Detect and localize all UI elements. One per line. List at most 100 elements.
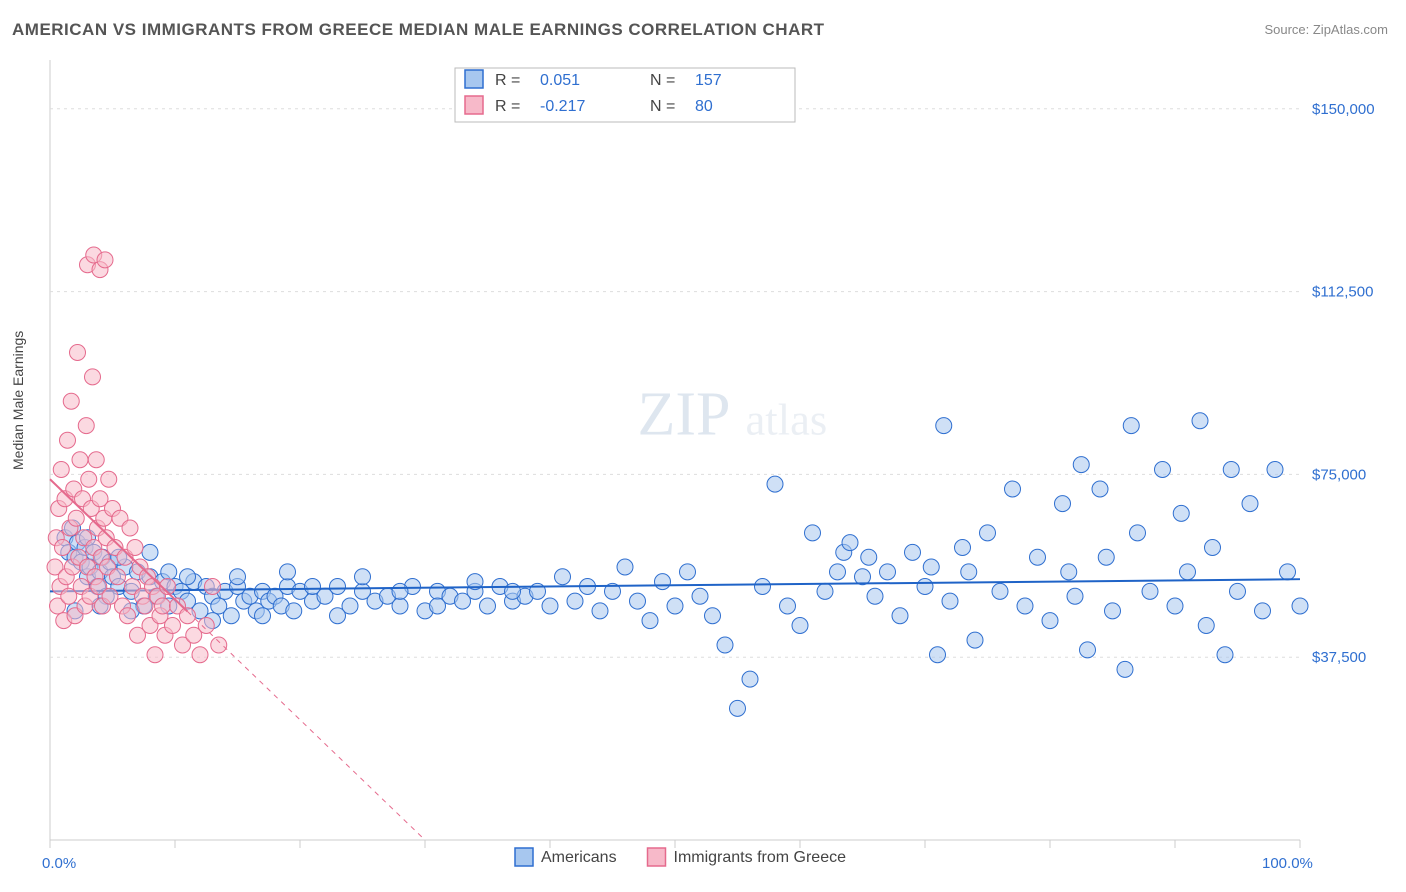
legend-r-value: -0.217: [540, 98, 585, 115]
data-point: [592, 603, 608, 619]
data-point: [155, 598, 171, 614]
legend-swatch: [648, 848, 666, 866]
data-point: [60, 432, 76, 448]
legend-swatch: [515, 848, 533, 866]
data-point: [980, 525, 996, 541]
data-point: [161, 564, 177, 580]
data-point: [1155, 462, 1171, 478]
data-point: [1292, 598, 1308, 614]
data-point: [255, 608, 271, 624]
data-point: [110, 569, 126, 585]
data-point: [967, 632, 983, 648]
data-point: [1098, 549, 1114, 565]
data-point: [78, 418, 94, 434]
data-point: [1173, 505, 1189, 521]
data-point: [192, 647, 208, 663]
legend-r-label: R =: [495, 98, 520, 115]
data-point: [223, 608, 239, 624]
data-point: [730, 700, 746, 716]
legend-series-label: Americans: [541, 849, 617, 866]
data-point: [53, 462, 69, 478]
data-point: [142, 544, 158, 560]
data-point: [1092, 481, 1108, 497]
data-point: [867, 588, 883, 604]
y-tick-label: $37,500: [1312, 649, 1366, 666]
data-point: [330, 579, 346, 595]
data-point: [205, 579, 221, 595]
data-point: [198, 618, 214, 634]
data-point: [855, 569, 871, 585]
data-point: [81, 471, 97, 487]
data-point: [830, 564, 846, 580]
data-point: [861, 549, 877, 565]
data-point: [1117, 661, 1133, 677]
data-point: [617, 559, 633, 575]
data-point: [780, 598, 796, 614]
data-point: [330, 608, 346, 624]
data-point: [955, 540, 971, 556]
data-point: [1061, 564, 1077, 580]
x-tick-label: 100.0%: [1262, 855, 1313, 872]
data-point: [1230, 583, 1246, 599]
data-point: [705, 608, 721, 624]
data-point: [842, 535, 858, 551]
scatter-chart: $37,500$75,000$112,500$150,0000.0%100.0%…: [0, 0, 1406, 892]
data-point: [961, 564, 977, 580]
data-point: [355, 569, 371, 585]
data-point: [942, 593, 958, 609]
data-point: [642, 613, 658, 629]
data-point: [211, 637, 227, 653]
data-point: [892, 608, 908, 624]
data-point: [817, 583, 833, 599]
data-point: [1180, 564, 1196, 580]
data-point: [680, 564, 696, 580]
data-point: [68, 510, 84, 526]
data-point: [70, 345, 86, 361]
data-point: [542, 598, 558, 614]
data-point: [1167, 598, 1183, 614]
data-point: [767, 476, 783, 492]
data-point: [430, 598, 446, 614]
trend-line: [188, 612, 426, 840]
data-point: [85, 369, 101, 385]
legend-swatch: [465, 96, 483, 114]
data-point: [1105, 603, 1121, 619]
legend-n-value: 157: [695, 72, 722, 89]
data-point: [555, 569, 571, 585]
legend-n-value: 80: [695, 98, 713, 115]
watermark: atlas: [746, 394, 828, 444]
data-point: [72, 452, 88, 468]
data-point: [101, 471, 117, 487]
data-point: [305, 579, 321, 595]
data-point: [280, 564, 296, 580]
data-point: [1055, 496, 1071, 512]
data-point: [1042, 613, 1058, 629]
data-point: [755, 579, 771, 595]
data-point: [930, 647, 946, 663]
y-tick-label: $150,000: [1312, 101, 1375, 118]
data-point: [1205, 540, 1221, 556]
x-tick-label: 0.0%: [42, 855, 76, 872]
data-point: [230, 569, 246, 585]
data-point: [180, 569, 196, 585]
data-point: [1067, 588, 1083, 604]
data-point: [120, 608, 136, 624]
legend-n-label: N =: [650, 98, 675, 115]
data-point: [1017, 598, 1033, 614]
data-point: [1242, 496, 1258, 512]
data-point: [805, 525, 821, 541]
data-point: [1080, 642, 1096, 658]
data-point: [1123, 418, 1139, 434]
data-point: [147, 647, 163, 663]
data-point: [1192, 413, 1208, 429]
data-point: [742, 671, 758, 687]
data-point: [63, 393, 79, 409]
watermark: ZIP: [638, 380, 731, 448]
data-point: [567, 593, 583, 609]
data-point: [88, 452, 104, 468]
data-point: [127, 540, 143, 556]
data-point: [392, 598, 408, 614]
legend-r-label: R =: [495, 72, 520, 89]
data-point: [792, 618, 808, 634]
data-point: [936, 418, 952, 434]
